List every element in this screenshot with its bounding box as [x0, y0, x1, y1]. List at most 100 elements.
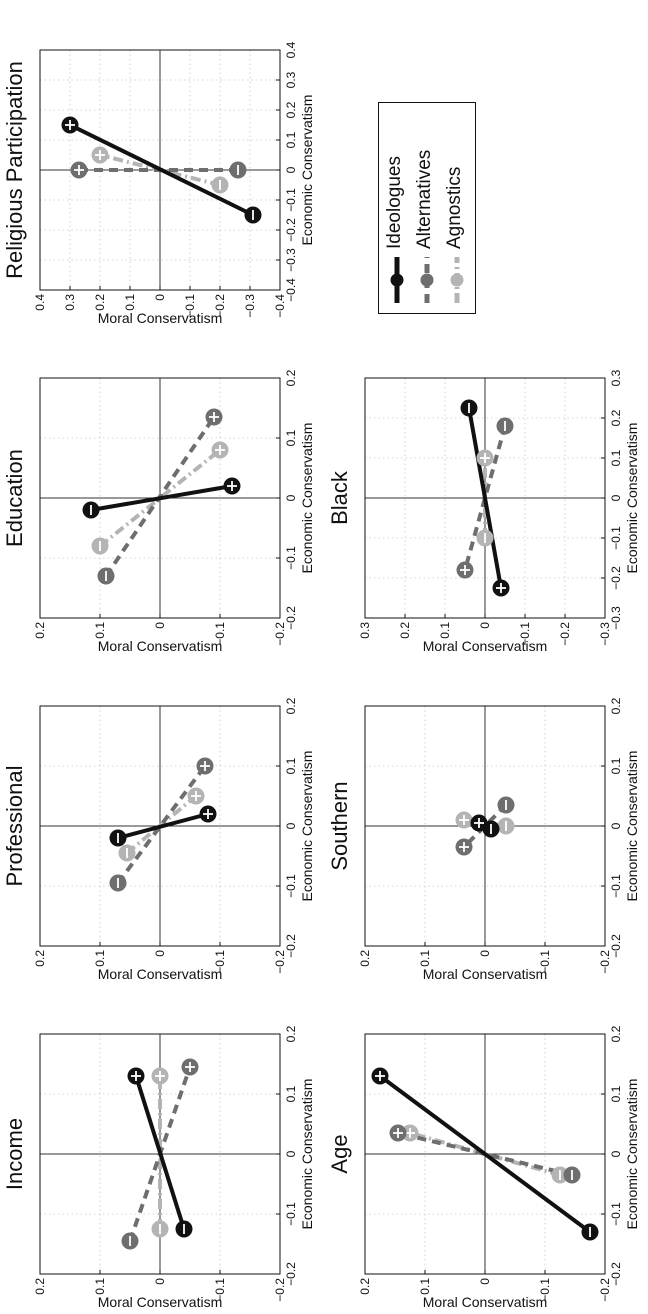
panel-title-professional: Professional: [2, 765, 27, 887]
panel-southern: −0.2 −0.1 0 0.1 0.2 −0.2 −0.1 0 0.1 0.2 Economic C…: [325, 676, 643, 986]
legend-label-agnostics: Agnostics: [444, 166, 465, 249]
x-tick-label: 0.2: [609, 697, 623, 714]
x-tick-label: 0.1: [609, 757, 623, 774]
point-ideologues-plus: [61, 116, 79, 134]
x-axis-label: Economic Conservatism: [624, 423, 640, 574]
y-tick-label: −0.1: [518, 622, 532, 646]
y-tick-label: 0.2: [398, 622, 412, 639]
x-tick-label: −0.1: [609, 874, 623, 898]
x-tick-label: 0.1: [284, 131, 298, 148]
x-tick-label: −0.2: [609, 1262, 623, 1286]
y-tick-label: 0.3: [358, 622, 372, 639]
panel-title-religious-participation: Religious Participation: [2, 61, 27, 279]
series-line-ideologues: [378, 1074, 592, 1234]
x-tick-label: 0.2: [284, 369, 298, 386]
x-tick-label: −0.2: [284, 934, 298, 958]
x-tick-label: 0: [284, 494, 298, 501]
point-alternatives-minus: [229, 161, 247, 179]
x-tick-label: 0.2: [284, 697, 298, 714]
point-alternatives-minus: [563, 1166, 581, 1184]
panel-professional: −0.2 −0.1 0 0.1 0.2 −0.2 −0.1 0 0.1 0.2 Economic C…: [0, 676, 318, 986]
x-tick-label: 0.3: [609, 369, 623, 386]
x-tick-label: 0.3: [284, 71, 298, 88]
point-alternatives-plus: [456, 561, 474, 579]
point-ideologues-plus: [371, 1067, 389, 1085]
y-tick-label: 0.1: [438, 622, 452, 639]
x-tick-label: 0: [609, 822, 623, 829]
y-tick-label: −0.1: [213, 1278, 227, 1302]
point-agnostics-minus: [118, 844, 136, 862]
legend-item-alternatives: Alternatives: [413, 107, 441, 307]
y-tick-label: 0: [478, 1278, 492, 1285]
series-line-ideologues: [117, 812, 209, 840]
x-axis-label: Economic Conservatism: [299, 751, 315, 902]
legend-label-alternatives: Alternatives: [414, 149, 435, 249]
point-agnostics-minus: [151, 1220, 169, 1238]
x-tick-label: −0.4: [284, 278, 298, 302]
y-tick-label: −0.2: [558, 622, 572, 646]
point-ideologues-minus: [581, 1223, 599, 1241]
series-lines: [69, 123, 254, 217]
plot-income: −0.2 −0.1 0 0.1 0.2 −0.2 −0.1 0 0.1 0.2 Economic C…: [33, 1025, 315, 1310]
series-markers: [456, 399, 514, 597]
plot-southern: −0.2 −0.1 0 0.1 0.2 −0.2 −0.1 0 0.1 0.2 Economic C…: [358, 697, 640, 982]
x-axis-label: Economic Conservatism: [299, 1079, 315, 1230]
series-markers: [109, 757, 217, 892]
point-ideologues-plus: [223, 477, 241, 495]
point-alternatives-minus: [97, 567, 115, 585]
point-ideologues-minus: [82, 501, 100, 519]
plot-age: −0.2 −0.1 0 0.1 0.2 −0.2 −0.1 0 0.1 0.2 Economic C…: [358, 1025, 640, 1310]
x-tick-label: 0.2: [609, 1025, 623, 1042]
x-tick-label: 0.4: [284, 41, 298, 58]
y-tick-label: −0.4: [273, 294, 287, 318]
point-agnostics-plus: [211, 441, 229, 459]
x-tick-label: −0.2: [609, 566, 623, 590]
series-lines: [128, 1066, 192, 1242]
x-tick-label: −0.1: [284, 546, 298, 570]
point-ideologues-plus: [127, 1067, 145, 1085]
panel-title-education: Education: [2, 449, 27, 547]
y-tick-label: −0.1: [213, 622, 227, 646]
y-tick-label: −0.2: [273, 622, 287, 646]
y-tick-label: −0.3: [598, 622, 612, 646]
point-alternatives-plus: [70, 161, 88, 179]
panel-title-age: Age: [327, 1134, 352, 1174]
y-axis-label: Moral Conservatism: [423, 1294, 547, 1310]
y-axis-label: Moral Conservatism: [98, 966, 222, 982]
point-agnostics-plus: [455, 811, 473, 829]
point-alternatives-plus: [181, 1058, 199, 1076]
point-ideologues-plus: [492, 579, 510, 597]
y-tick-label: 0.1: [418, 1278, 432, 1295]
y-axis-label: Moral Conservatism: [98, 1294, 222, 1310]
y-tick-label: −0.1: [183, 294, 197, 318]
legend-swatch-ideologues: [390, 257, 404, 303]
x-tick-label: 0.1: [284, 1085, 298, 1102]
y-tick-label: 0: [478, 622, 492, 629]
point-alternatives-minus: [497, 796, 515, 814]
y-tick-label: 0.2: [93, 294, 107, 311]
x-tick-label: 0.1: [609, 1085, 623, 1102]
y-tick-label: 0.1: [93, 622, 107, 639]
point-ideologues-minus: [175, 1220, 193, 1238]
point-alternatives-plus: [389, 1124, 407, 1142]
point-alternatives-plus: [205, 408, 223, 426]
legend-item-agnostics: Agnostics: [443, 107, 471, 307]
point-agnostics-minus: [497, 817, 515, 835]
y-tick-label: 0.3: [63, 294, 77, 311]
y-tick-label: 0: [153, 294, 167, 301]
x-tick-label: 0.1: [609, 449, 623, 466]
panel-black: −0.3 −0.2 −0.1 0 0.1 0.2 0.3 −0.3 −0.2 −0.1 0 0.1 0.…: [325, 348, 643, 658]
series-markers: [82, 408, 241, 585]
point-alternatives-minus: [121, 1232, 139, 1250]
y-axis-label: Moral Conservatism: [98, 310, 222, 326]
panel-education: −0.2 −0.1 0 0.1 0.2 −0.2 −0.1 0 0.1 0.2 Economic C…: [0, 348, 318, 658]
series-markers: [371, 1067, 599, 1241]
point-agnostics-minus: [211, 176, 229, 194]
point-ideologues-minus: [109, 829, 127, 847]
y-tick-label: 0.1: [93, 1278, 107, 1295]
y-tick-label: 0.2: [33, 1278, 47, 1295]
y-tick-label: 0.2: [358, 950, 372, 967]
point-agnostics-plus: [151, 1067, 169, 1085]
point-ideologues-plus: [470, 814, 488, 832]
